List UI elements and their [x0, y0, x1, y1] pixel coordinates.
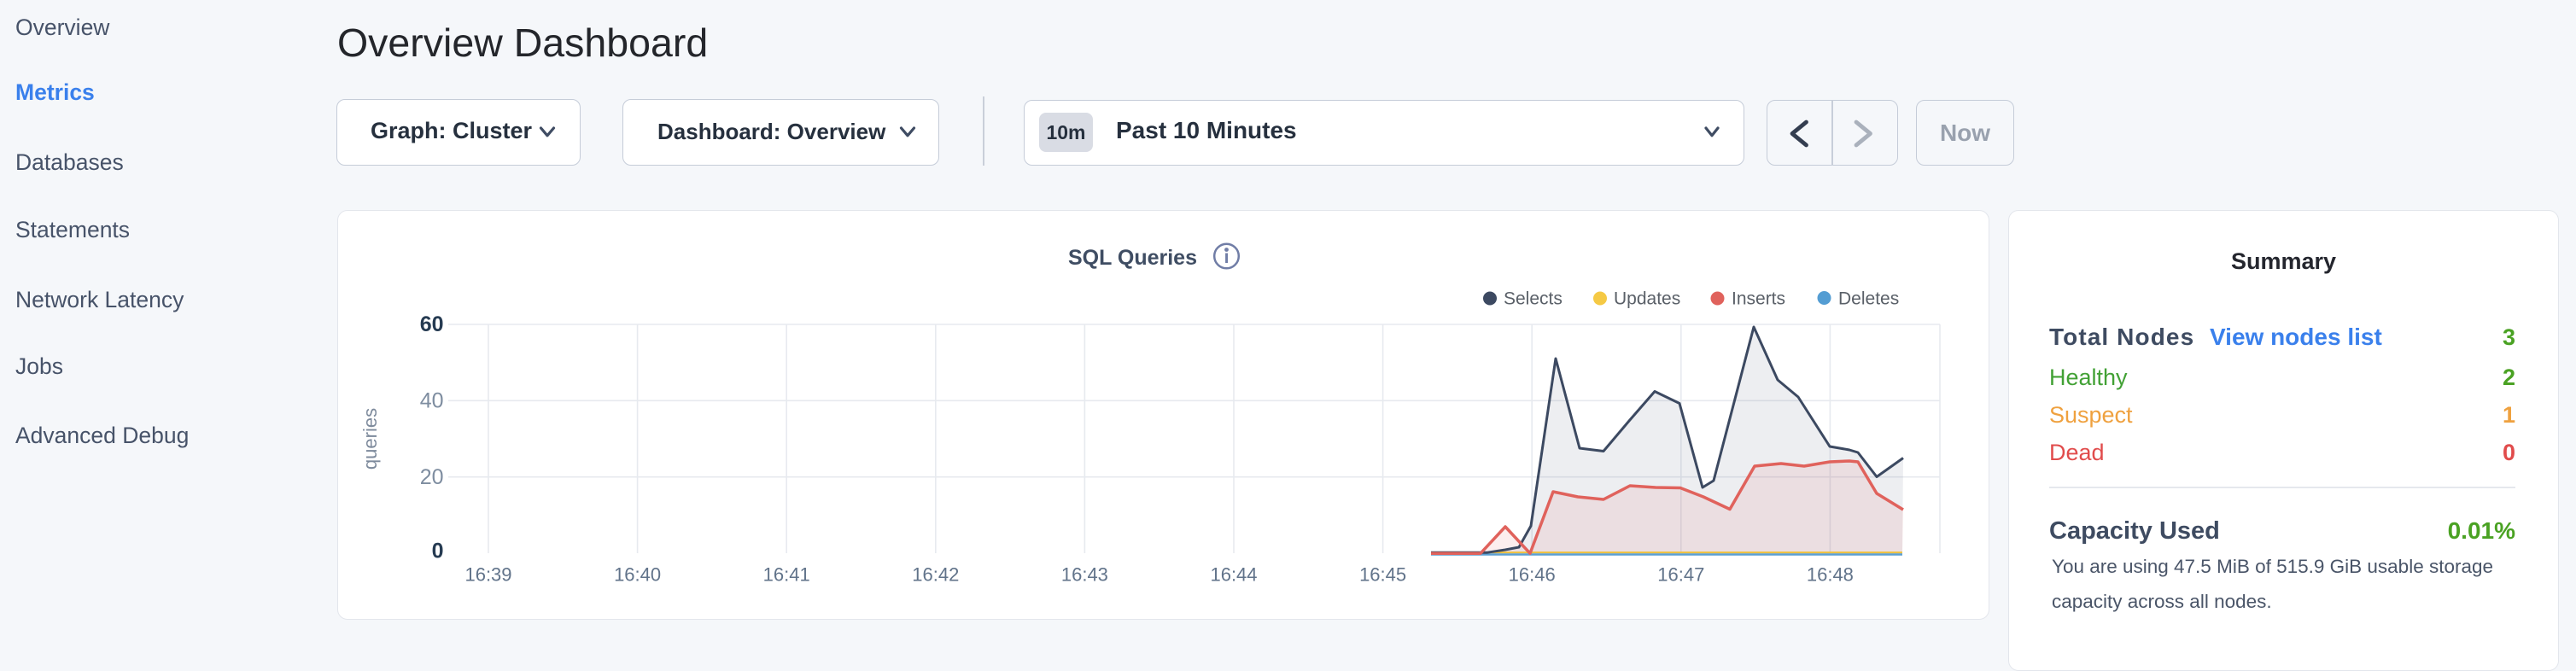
svg-text:16:48: 16:48	[1807, 564, 1854, 586]
svg-text:SQL Queries: SQL Queries	[1068, 246, 1197, 270]
svg-text:16:43: 16:43	[1061, 564, 1108, 586]
svg-text:0: 0	[432, 540, 444, 563]
svg-text:16:46: 16:46	[1509, 564, 1556, 586]
svg-text:Updates: Updates	[1614, 289, 1680, 309]
svg-text:60: 60	[420, 312, 444, 336]
svg-text:Selects: Selects	[1504, 289, 1563, 309]
svg-text:16:45: 16:45	[1359, 564, 1406, 586]
svg-text:Inserts: Inserts	[1732, 289, 1785, 309]
svg-text:16:40: 16:40	[614, 564, 661, 586]
svg-text:16:39: 16:39	[464, 564, 511, 586]
svg-text:16:44: 16:44	[1210, 564, 1257, 586]
svg-text:20: 20	[420, 465, 444, 489]
svg-text:queries: queries	[359, 408, 381, 470]
svg-text:16:42: 16:42	[912, 564, 959, 586]
svg-text:16:47: 16:47	[1657, 564, 1704, 586]
svg-text:Deletes: Deletes	[1838, 289, 1899, 309]
svg-text:16:41: 16:41	[763, 564, 810, 586]
svg-text:40: 40	[420, 389, 444, 413]
